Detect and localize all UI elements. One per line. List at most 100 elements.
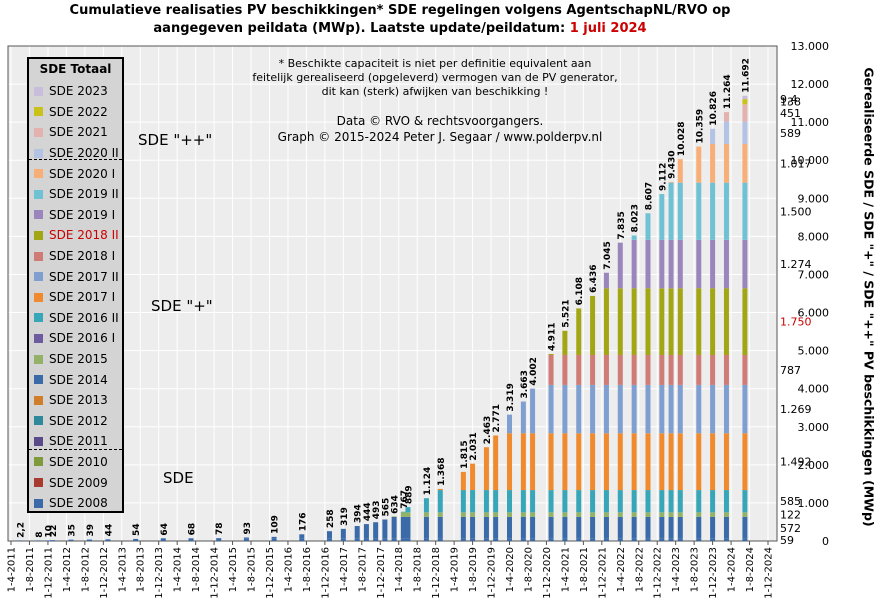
bar-segment	[710, 512, 716, 517]
breakdown-label: 585	[780, 495, 801, 508]
bar-segment	[723, 490, 729, 513]
x-tick-label: 1-4-2014	[173, 547, 184, 592]
bar-segment	[299, 534, 305, 539]
bar-segment	[668, 182, 674, 240]
bar-segment	[710, 490, 716, 513]
bar-segment	[493, 538, 499, 541]
legend-item: SDE 2022	[29, 102, 122, 123]
bar-segment	[742, 538, 748, 541]
bar-segment	[710, 538, 716, 541]
legend-item: SDE 2016 II	[29, 308, 122, 329]
legend-swatch	[34, 210, 43, 220]
bar-total-label: 1.815	[460, 440, 470, 468]
bar-total-label: 565	[381, 498, 391, 517]
legend-label: SDE 2008	[49, 496, 108, 511]
bar-total-label: 4.911	[548, 323, 558, 351]
bar-segment	[354, 525, 360, 539]
bar-segment	[659, 384, 665, 434]
regime-label-plus: SDE "+"	[151, 297, 213, 315]
bar-segment	[617, 516, 623, 539]
bar-segment	[530, 538, 536, 541]
bar-segment	[493, 512, 499, 517]
bar-segment	[723, 354, 729, 385]
bar-segment	[696, 354, 702, 385]
bar-segment	[631, 516, 637, 539]
legend-label: SDE 2016 II	[49, 310, 119, 325]
bar-total-label: 78	[215, 522, 225, 535]
y-tick-label: 10.000	[791, 154, 830, 167]
bar-segment	[617, 433, 623, 491]
bar-segment	[299, 538, 305, 541]
bar-segment	[668, 354, 674, 385]
legend-swatch	[34, 375, 43, 385]
bar-segment	[723, 121, 729, 144]
breakdown-label: 1.274	[780, 258, 812, 271]
legend-label: SDE 2015	[49, 352, 108, 367]
bar-segment	[617, 512, 623, 517]
bar-segment	[405, 507, 411, 513]
bar-total-label: 10.028	[677, 121, 687, 156]
bar-total-label: 634	[391, 495, 401, 514]
bar-total-label: 889	[404, 485, 414, 504]
legend-swatch	[34, 292, 43, 302]
bar-segment	[271, 538, 277, 541]
bar-segment	[576, 354, 582, 385]
legend-swatch	[34, 127, 43, 137]
bar-segment	[460, 490, 466, 513]
x-tick-label: 1-8-2017	[357, 547, 368, 592]
bar-total-label: 258	[326, 509, 336, 528]
x-tick-label: 1-4-2019	[450, 547, 461, 592]
legend-item: SDE 2017 I	[29, 287, 122, 308]
bar-segment	[326, 538, 332, 541]
y-tick-label: 1.000	[798, 497, 830, 510]
bar-segment	[659, 433, 665, 491]
y-tick-label: 8.000	[798, 230, 830, 243]
x-tick-label: 1-8-2024	[745, 547, 756, 592]
legend-item: SDE 2012	[29, 411, 122, 432]
bar-total-label: 6.108	[575, 277, 585, 305]
bar-segment	[423, 516, 429, 539]
bar-segment	[696, 538, 702, 541]
bar-total-label: 10.826	[709, 91, 719, 126]
disclaimer-note: * Beschikte capaciteit is niet per defin…	[240, 57, 630, 99]
bar-segment	[617, 384, 623, 434]
bar-segment	[562, 538, 568, 541]
bar-segment	[562, 384, 568, 434]
x-tick-label: 1-12-2015	[265, 547, 276, 599]
bar-segment	[520, 516, 526, 539]
bar-total-label: 2.031	[469, 432, 479, 460]
credit-line2: Graph © 2015-2024 Peter J. Segaar / www.…	[277, 130, 603, 144]
x-tick-label: 1-4-2016	[283, 547, 294, 592]
bar-total-label: 9.430	[668, 150, 678, 178]
bar-segment	[400, 516, 406, 539]
y-tick-label: 12.000	[791, 78, 830, 91]
legend-item: SDE 2011	[29, 431, 122, 452]
bar-segment	[160, 538, 166, 541]
y-tick-label: 7.000	[798, 268, 830, 281]
bar-segment	[668, 239, 674, 289]
bar-total-label: 35	[68, 524, 78, 537]
y-tick-label: 6.000	[798, 307, 830, 320]
legend-swatch	[34, 498, 43, 508]
bar-segment	[133, 538, 139, 541]
x-tick-label: 1-4-2020	[505, 547, 516, 592]
bar-segment	[696, 182, 702, 240]
credit-text: Data © RVO & rechtsvoorgangers. Graph © …	[250, 113, 630, 145]
bar-segment	[723, 288, 729, 355]
legend-item: SDE 2018 II	[29, 225, 122, 246]
bar-segment	[576, 433, 582, 491]
legend-swatch	[34, 478, 43, 488]
legend-label: SDE 2020 II	[49, 146, 119, 161]
chart-title-line2: aangegeven peildata (MWp). Laatste updat…	[0, 20, 800, 38]
bar-segment	[677, 512, 683, 517]
bar-segment	[742, 433, 748, 491]
x-tick-label: 1-4-2018	[394, 547, 405, 592]
bar-segment	[677, 182, 683, 240]
y-tick-label: 4.000	[798, 383, 830, 396]
breakdown-label: 122	[780, 509, 801, 522]
breakdown-label: 451	[780, 107, 801, 120]
breakdown-label: 1.500	[780, 205, 812, 218]
bar-total-label: 6.436	[589, 264, 599, 292]
bar-segment	[677, 516, 683, 539]
bar-segment	[483, 490, 489, 513]
